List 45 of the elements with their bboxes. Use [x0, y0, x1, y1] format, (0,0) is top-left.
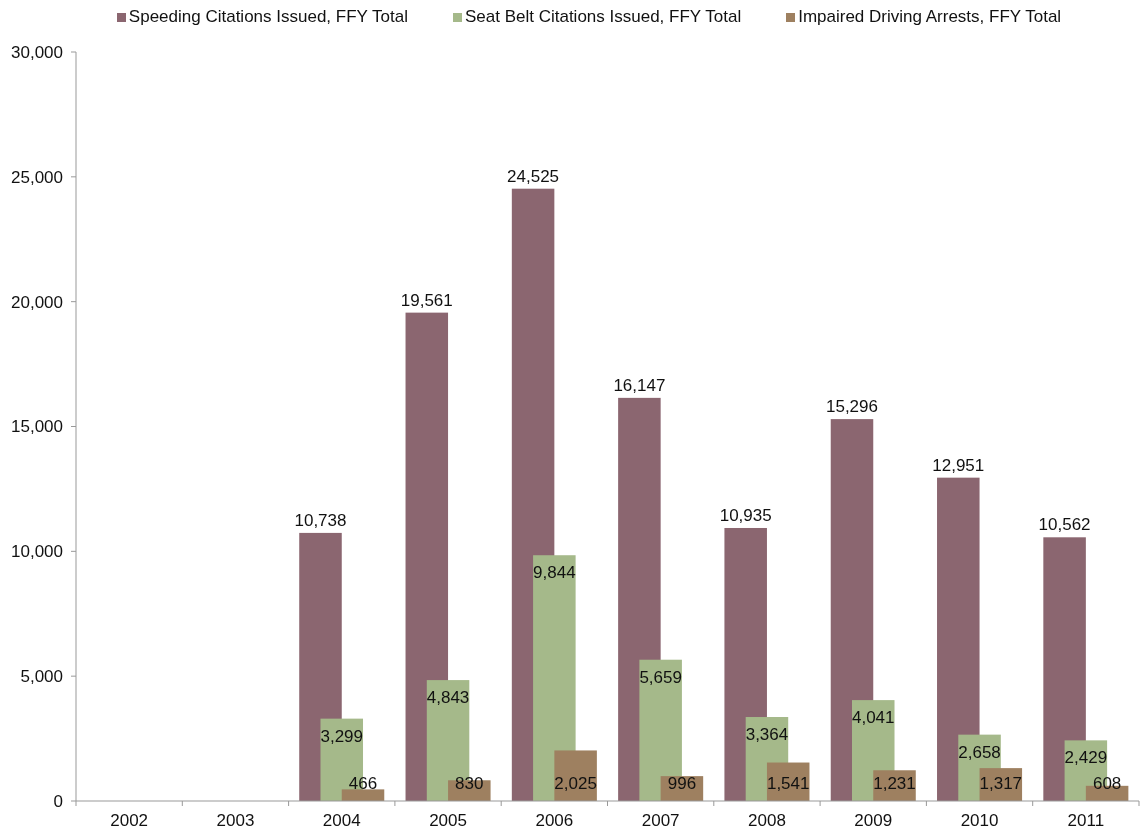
data-label: 12,951 [932, 455, 985, 475]
data-label: 24,525 [507, 166, 560, 186]
bar [341, 789, 385, 801]
data-label: 4,843 [426, 688, 470, 708]
x-tick-label: 2003 [216, 811, 255, 829]
data-label: 466 [348, 774, 378, 793]
data-label: 830 [455, 774, 484, 793]
data-label: 5,659 [639, 667, 682, 687]
data-label: 9,844 [533, 563, 576, 583]
x-tick-label: 2007 [641, 811, 680, 829]
data-label: 16,147 [613, 375, 666, 395]
x-tick-label: 2008 [748, 811, 786, 829]
data-label: 1,541 [766, 774, 810, 793]
y-tick-label: 10,000 [11, 542, 63, 562]
legend-label: Impaired Driving Arrests, FFY Total [798, 7, 1062, 27]
data-label: 10,562 [1038, 515, 1091, 535]
y-tick-label: 5,000 [20, 667, 63, 687]
y-tick-label: 20,000 [11, 292, 63, 312]
data-label: 19,561 [400, 290, 453, 310]
x-tick-label: 2010 [960, 811, 999, 829]
data-label: 15,296 [825, 397, 878, 417]
y-tick-label: 25,000 [11, 167, 63, 187]
x-tick-label: 2011 [1067, 811, 1105, 829]
data-label: 2,658 [958, 742, 1001, 762]
data-label: 4,041 [851, 708, 895, 728]
legend-label: Speeding Citations Issued, FFY Total [128, 7, 408, 27]
data-label: 996 [667, 774, 697, 793]
data-label: 2,025 [554, 774, 597, 793]
y-tick-label: 30,000 [11, 42, 63, 62]
data-label: 10,738 [294, 510, 347, 530]
data-label: 1,231 [873, 774, 916, 793]
y-tick-label: 0 [53, 791, 63, 811]
x-tick-label: 2009 [854, 811, 893, 829]
data-label: 3,364 [745, 725, 789, 745]
data-label: 2,429 [1064, 748, 1108, 768]
x-tick-label: 2005 [429, 811, 467, 829]
x-tick-label: 2006 [535, 811, 574, 829]
y-tick-label: 15,000 [11, 417, 63, 437]
data-label: 608 [1092, 774, 1122, 793]
x-tick-label: 2002 [110, 811, 149, 829]
data-label: 3,299 [320, 726, 364, 746]
data-label: 1,317 [979, 774, 1023, 793]
data-label: 10,935 [719, 505, 772, 525]
x-tick-label: 2004 [322, 811, 361, 829]
legend-label: Seat Belt Citations Issued, FFY Total [464, 7, 742, 27]
